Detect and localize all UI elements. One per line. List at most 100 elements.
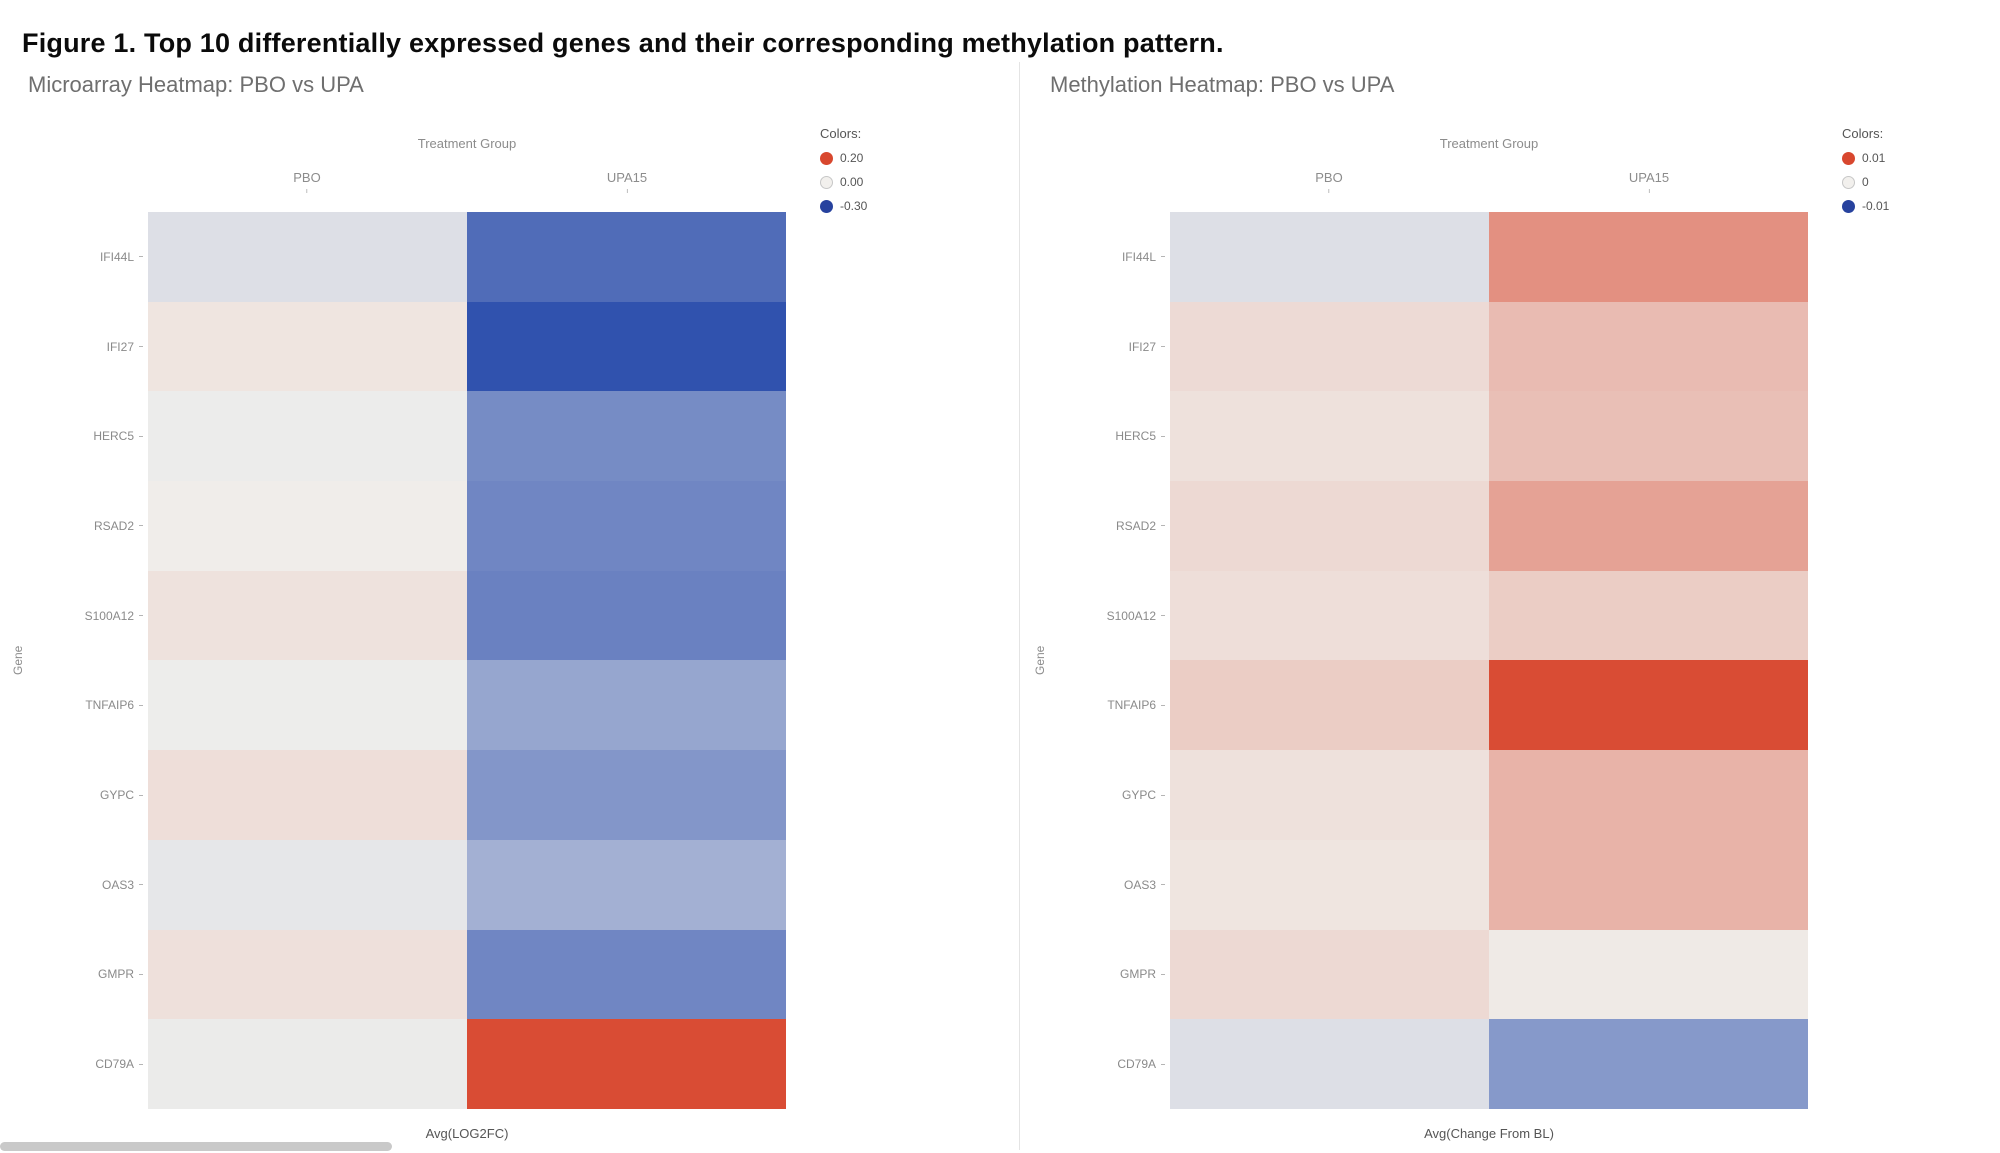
- axis-tick: [1161, 884, 1165, 886]
- legend-label: 0.00: [840, 175, 864, 189]
- gene-label: OAS3: [1022, 840, 1168, 930]
- gene-label: HERC5: [0, 391, 146, 481]
- value-axis-label: Avg(LOG2FC): [425, 1126, 509, 1141]
- heatmap-cell[interactable]: [1489, 570, 1808, 661]
- heatmap-cell[interactable]: [148, 212, 467, 302]
- axis-tick: [139, 435, 143, 437]
- heatmap-cell[interactable]: [1170, 570, 1489, 661]
- heatmap-cell[interactable]: [467, 301, 786, 392]
- gene-label: GMPR: [1022, 930, 1168, 1020]
- gene-label: GMPR: [0, 930, 146, 1020]
- gene-label: GYPC: [0, 750, 146, 840]
- horizontal-scrollbar-thumb[interactable]: [0, 1142, 392, 1151]
- heatmap-cell[interactable]: [467, 750, 786, 840]
- axis-tick: [1648, 189, 1650, 193]
- heatmap-cell[interactable]: [1489, 391, 1808, 482]
- gene-label: IFI27: [0, 302, 146, 392]
- gene-label: RSAD2: [0, 481, 146, 571]
- column-label-pbo: PBO: [293, 170, 321, 193]
- heatmap-cell[interactable]: [1489, 660, 1808, 751]
- heatmap-grid[interactable]: [1170, 212, 1808, 1109]
- heatmap-cell[interactable]: [1170, 929, 1489, 1020]
- axis-tick: [1161, 973, 1165, 975]
- heatmap-cell[interactable]: [148, 391, 467, 482]
- gene-label: CD79A: [0, 1019, 146, 1109]
- heatmap-cell[interactable]: [1489, 1019, 1808, 1109]
- legend-entries: 0.20 0.00 -0.30: [820, 151, 867, 213]
- heatmap-cell[interactable]: [1170, 660, 1489, 751]
- legend-swatch: [1842, 175, 1855, 189]
- legend-entry: 0.00: [820, 175, 867, 189]
- column-label-upa15: UPA15: [607, 170, 647, 193]
- gene-label: TNFAIP6: [0, 661, 146, 751]
- gene-axis-labels: IFI44L IFI27 HERC5 RSAD2 S100A12 TNFAIP6 GYPC O…: [0, 212, 146, 1109]
- heatmap-cell[interactable]: [467, 212, 786, 302]
- heatmap-cell[interactable]: [1170, 301, 1489, 392]
- legend-swatch: [1842, 151, 1855, 165]
- axis-tick: [1161, 525, 1165, 527]
- color-legend: Colors: 0.20 0.00 -0.30: [820, 126, 867, 213]
- heatmap-cell[interactable]: [148, 570, 467, 661]
- gene-label: HERC5: [1022, 391, 1168, 481]
- heatmap-cell[interactable]: [1170, 391, 1489, 482]
- heatmap-cell[interactable]: [1170, 750, 1489, 840]
- methylation-heatmap-panel: Methylation Heatmap: PBO vs UPA Treatmen…: [1022, 62, 2000, 1150]
- heatmap-cell[interactable]: [148, 929, 467, 1020]
- gene-label: CD79A: [1022, 1019, 1168, 1109]
- axis-tick: [1161, 346, 1165, 348]
- axis-tick: [1161, 794, 1165, 796]
- gene-label: OAS3: [0, 840, 146, 930]
- heatmap-grid[interactable]: [148, 212, 786, 1109]
- heatmap-cell[interactable]: [1170, 839, 1489, 930]
- heatmap-cell[interactable]: [1170, 212, 1489, 302]
- heatmap-cell[interactable]: [148, 750, 467, 840]
- gene-label: IFI44L: [0, 212, 146, 302]
- legend-label: 0.01: [1862, 151, 1886, 165]
- legend-label: -0.01: [1862, 199, 1890, 213]
- heatmap-cell[interactable]: [148, 660, 467, 751]
- legend-swatch: [820, 199, 833, 213]
- heatmap-cell[interactable]: [1170, 481, 1489, 571]
- gene-label: IFI44L: [1022, 212, 1168, 302]
- heatmap-cell[interactable]: [467, 391, 786, 482]
- heatmap-cell[interactable]: [1489, 212, 1808, 302]
- heatmap-cell[interactable]: [1489, 301, 1808, 392]
- column-label-upa15: UPA15: [1629, 170, 1669, 193]
- heatmap-cell[interactable]: [148, 481, 467, 571]
- heatmap-cell[interactable]: [148, 839, 467, 930]
- heatmap-cell[interactable]: [1489, 481, 1808, 571]
- heatmap-cell[interactable]: [1489, 750, 1808, 840]
- heatmap-cell[interactable]: [467, 570, 786, 661]
- axis-tick: [139, 1063, 143, 1065]
- legend-entry: 0: [1842, 175, 1889, 189]
- axis-tick: [139, 256, 143, 258]
- legend-entry: -0.01: [1842, 199, 1889, 213]
- heatmap-cell[interactable]: [1489, 929, 1808, 1020]
- legend-swatch: [820, 175, 833, 189]
- heatmap-cell[interactable]: [1489, 839, 1808, 930]
- axis-tick: [626, 189, 628, 193]
- legend-swatch: [1842, 199, 1855, 213]
- legend-swatch: [820, 151, 833, 165]
- axis-tick: [139, 615, 143, 617]
- heatmap-cell[interactable]: [467, 660, 786, 751]
- column-label-pbo: PBO: [1315, 170, 1343, 193]
- heatmap-cell[interactable]: [148, 301, 467, 392]
- axis-tick: [1328, 189, 1330, 193]
- color-legend: Colors: 0.01 0 -0.01: [1842, 126, 1889, 213]
- gene-label: GYPC: [1022, 750, 1168, 840]
- x-axis-title: Treatment Group: [417, 136, 517, 151]
- gene-axis-labels: IFI44L IFI27 HERC5 RSAD2 S100A12 TNFAIP6 GYPC O…: [1022, 212, 1168, 1109]
- heatmap-cell[interactable]: [467, 839, 786, 930]
- heatmap-cell[interactable]: [467, 929, 786, 1020]
- axis-tick: [139, 884, 143, 886]
- axis-tick: [139, 704, 143, 706]
- heatmap-cell[interactable]: [1170, 1019, 1489, 1109]
- gene-label: TNFAIP6: [1022, 661, 1168, 751]
- legend-entry: 0.20: [820, 151, 867, 165]
- heatmap-cell[interactable]: [467, 481, 786, 571]
- heatmap-cell[interactable]: [148, 1019, 467, 1109]
- axis-tick: [139, 346, 143, 348]
- heatmap-cell[interactable]: [467, 1019, 786, 1109]
- legend-title: Colors:: [820, 126, 862, 141]
